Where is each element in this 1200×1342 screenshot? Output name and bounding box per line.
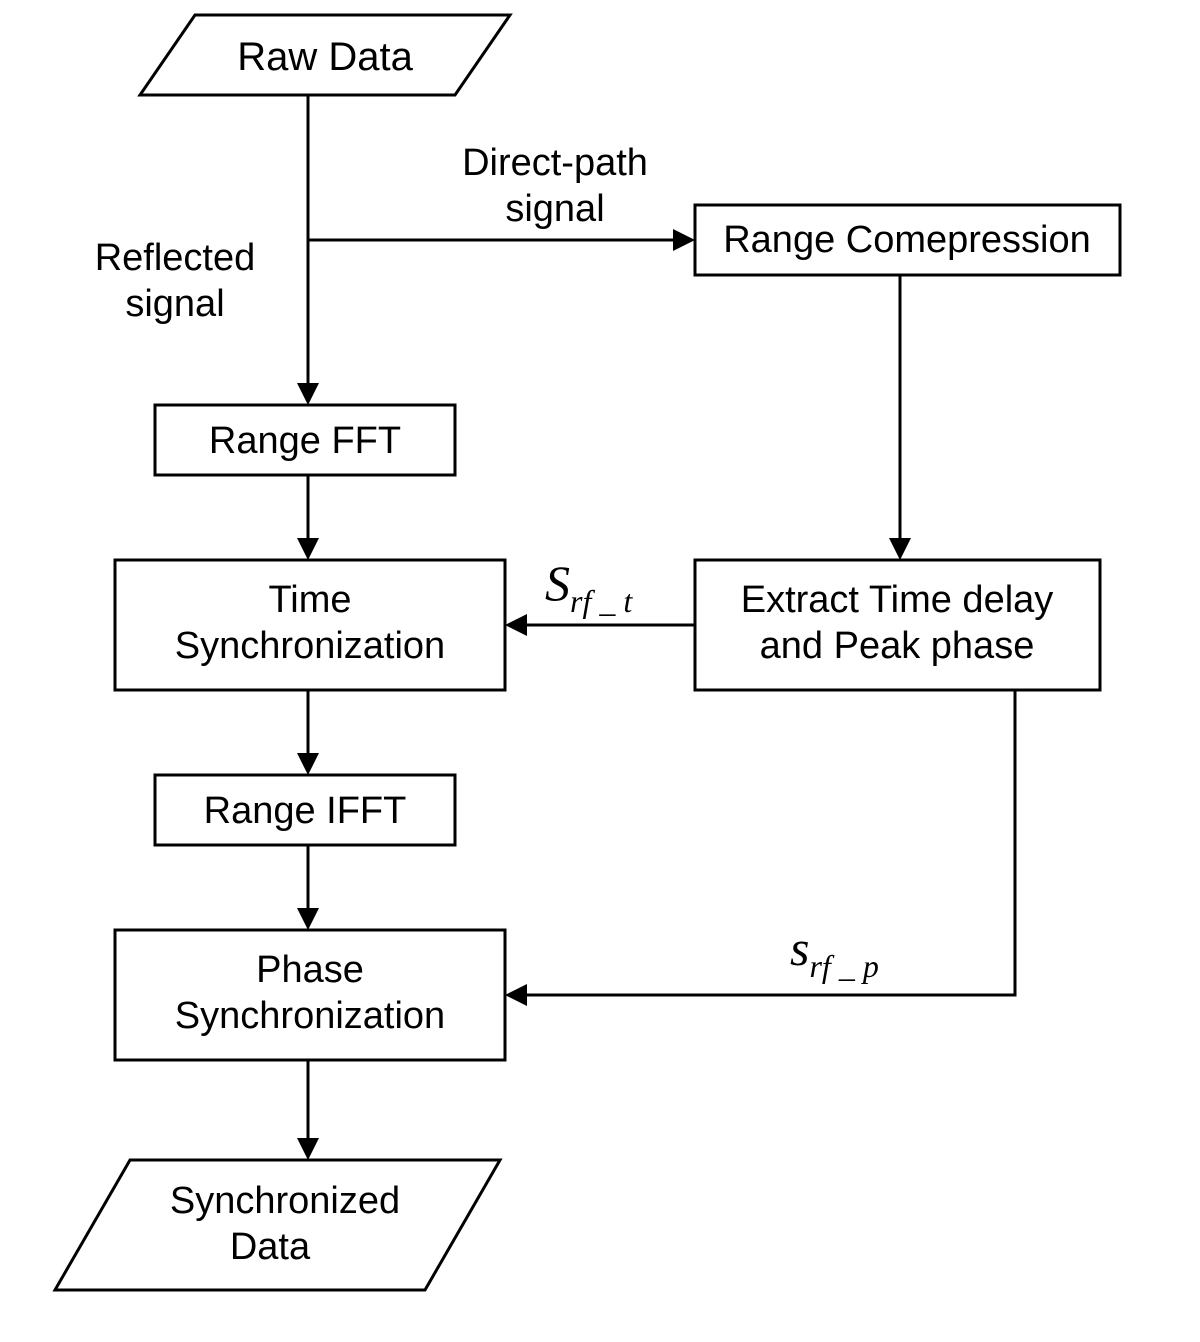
label-direct-2: signal — [505, 188, 604, 230]
label-phase-sync-2: Synchronization — [175, 995, 445, 1037]
label-time-sync-1: Time — [268, 579, 351, 621]
label-time-sync-2: Synchronization — [175, 625, 445, 667]
label-srf-t: Srf _ t — [545, 555, 633, 619]
label-extract-2: and Peak phase — [760, 625, 1035, 667]
arrow-comp-to-extract — [889, 538, 911, 560]
arrow-extract-to-phase — [505, 984, 527, 1006]
label-reflected-2: signal — [125, 283, 224, 325]
label-direct-1: Direct-path — [462, 142, 648, 184]
edge-extract-to-phase — [523, 690, 1015, 995]
label-range-fft: Range FFT — [209, 420, 401, 462]
arrow-extract-to-time — [505, 614, 527, 636]
label-sync-data-1: Synchronized — [170, 1180, 400, 1222]
label-extract-1: Extract Time delay — [741, 579, 1054, 621]
arrow-phase-to-sync — [297, 1138, 319, 1160]
label-sync-data-2: Data — [230, 1226, 311, 1268]
arrow-time-to-ifft — [297, 753, 319, 775]
label-range-ifft: Range IFFT — [204, 790, 407, 832]
flowchart-diagram: Raw Data Range Comepression Range FFT Ti… — [0, 0, 1200, 1342]
arrow-fft-to-time — [297, 538, 319, 560]
arrow-raw-to-fft — [297, 383, 319, 405]
arrow-branch-to-comp — [673, 229, 695, 251]
arrow-ifft-to-phase — [297, 908, 319, 930]
label-phase-sync-1: Phase — [256, 949, 364, 991]
label-raw-data: Raw Data — [237, 35, 413, 79]
label-reflected-1: Reflected — [95, 237, 256, 279]
label-srf-p: srf _ p — [790, 920, 879, 984]
label-range-comp: Range Comepression — [723, 219, 1091, 261]
